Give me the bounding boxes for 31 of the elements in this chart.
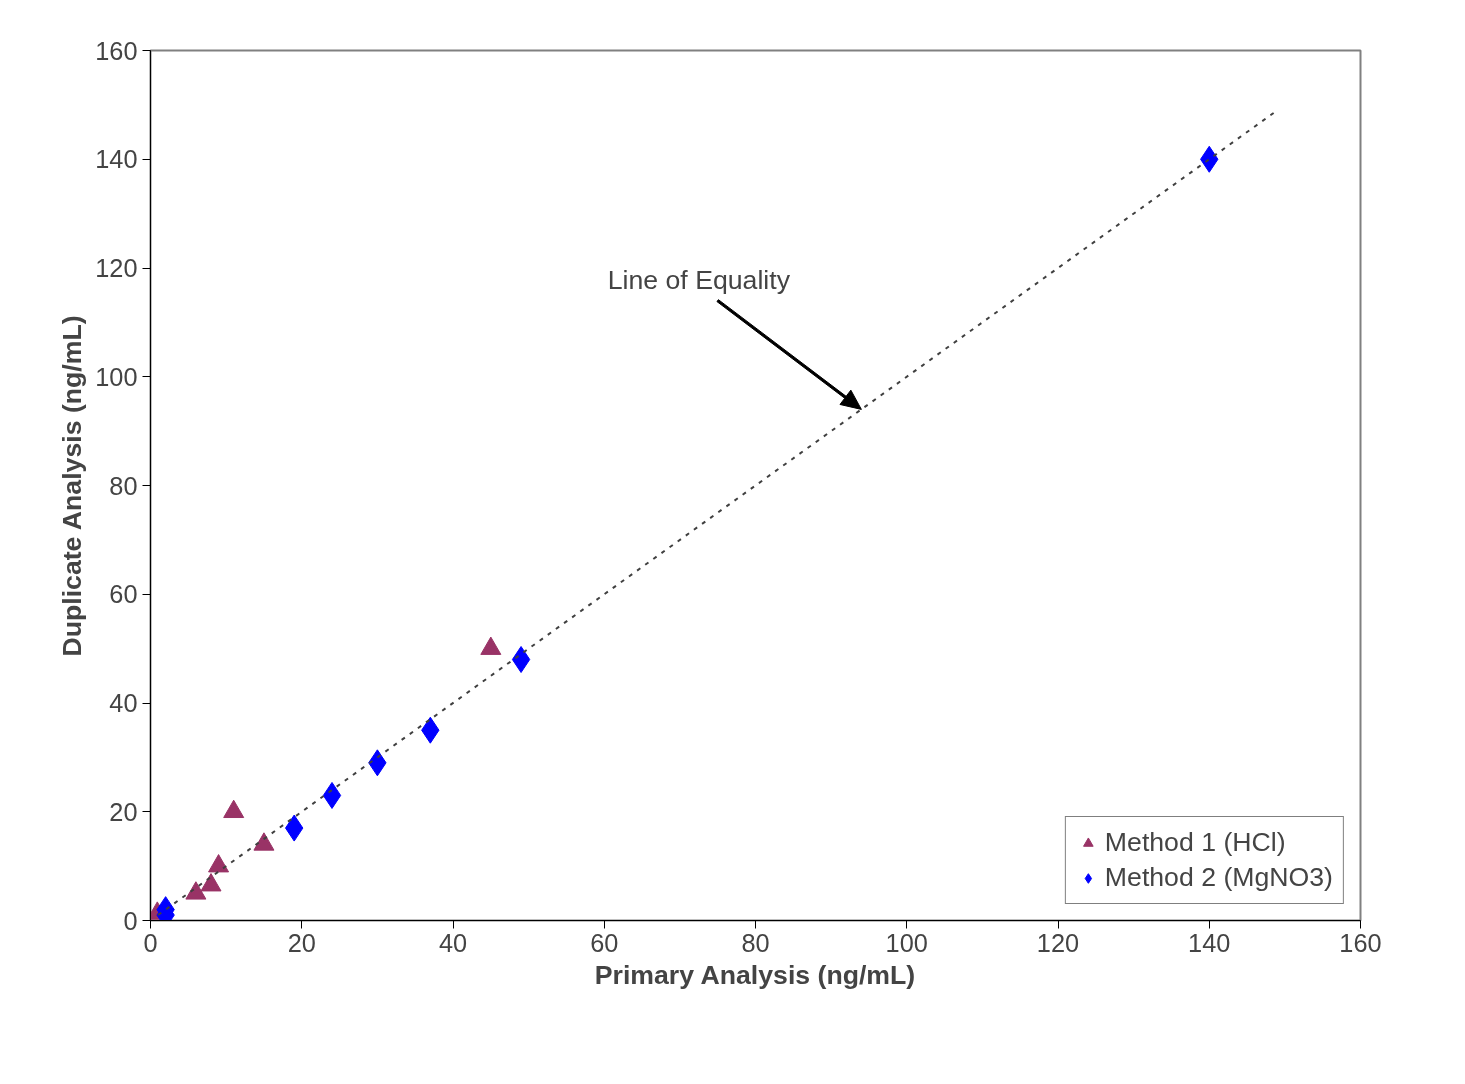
x-tick-label: 160: [1339, 928, 1382, 957]
point: [253, 832, 275, 851]
point: [511, 646, 531, 673]
point: [185, 881, 207, 900]
legend-label: Method 2 (MgNO3): [1104, 862, 1333, 893]
x-tick-label: 100: [885, 928, 928, 957]
y-tick-label: 60: [109, 580, 138, 609]
y-tick-label: 120: [95, 254, 138, 282]
x-axis-title: Primary Analysis (ng/mL): [594, 959, 916, 990]
point: [223, 799, 245, 819]
y-tick-label: 140: [95, 145, 138, 174]
x-tick-label: 120: [1036, 928, 1080, 957]
x-tick-label: 140: [1188, 928, 1231, 957]
y-tick-label: 40: [109, 689, 138, 717]
point: [322, 781, 342, 809]
x-tick-label: 80: [741, 928, 770, 957]
x-tick-label: 60: [590, 928, 619, 957]
x-tick-label: 20: [287, 928, 316, 957]
y-tick-label: 100: [95, 362, 138, 391]
y-tick-label: 160: [95, 36, 138, 65]
x-tick-label: 40: [438, 928, 468, 957]
x-tick-label: 0: [143, 928, 158, 957]
y-axis-title: Duplicate Analysis (ng/mL): [57, 315, 88, 657]
legend-label: Method 1 (HCl): [1104, 827, 1286, 858]
annotation: Line of Equality: [607, 264, 791, 295]
y-tick-label: 80: [109, 471, 138, 500]
point: [208, 854, 230, 873]
y-tick-label: 20: [109, 797, 138, 826]
y-tick-label: 0: [123, 906, 138, 935]
point: [480, 636, 502, 655]
point: [200, 873, 222, 892]
